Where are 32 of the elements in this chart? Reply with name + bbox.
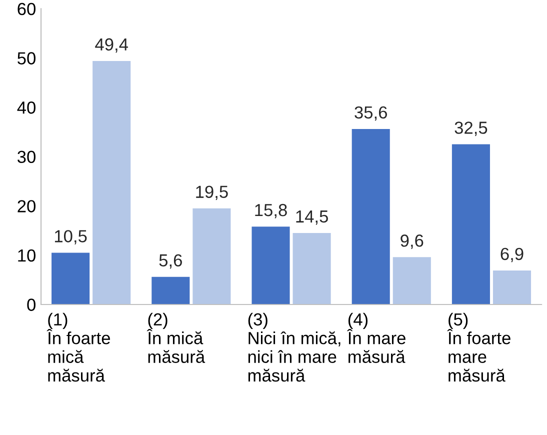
data-label: 49,4: [95, 38, 128, 53]
y-tick-label: 20: [18, 200, 36, 212]
y-tick-label: 30: [18, 150, 36, 164]
bar: [52, 252, 90, 304]
data-label: 19,5: [196, 186, 228, 200]
x-tick-label: (2) În mică măsură: [146, 312, 206, 363]
y-tick-label: 60: [18, 2, 36, 16]
x-tick-label: (5) În foarte mare măsură: [447, 312, 510, 382]
bar: [352, 128, 390, 304]
data-label: 14,5: [296, 210, 328, 225]
bar: [492, 270, 532, 304]
bar: [452, 144, 490, 304]
bar: [152, 276, 190, 304]
data-label: 35,6: [354, 106, 387, 121]
y-tick-label: 50: [18, 52, 36, 64]
x-tick-label: (1) În foarte mică măsură: [46, 312, 110, 382]
bar: [92, 60, 131, 304]
x-tick-label: (4) În mare măsură: [346, 312, 406, 363]
data-label: 6,9: [500, 248, 524, 262]
bar: [292, 233, 331, 304]
bar: [252, 226, 290, 304]
bar: [392, 257, 431, 304]
x-tick-label: (3) Nici în mică, nici în mare măsură: [248, 312, 340, 382]
y-tick-label: 40: [17, 101, 36, 114]
data-label: 15,8: [255, 204, 287, 218]
data-label: 10,5: [54, 230, 87, 244]
y-tick-label: 10: [18, 249, 36, 262]
data-label: 32,5: [454, 122, 488, 136]
y-tick-label: 0: [27, 298, 36, 311]
data-label: 5,6: [159, 254, 182, 269]
bar: [192, 208, 231, 304]
data-label: 9,6: [400, 234, 424, 249]
